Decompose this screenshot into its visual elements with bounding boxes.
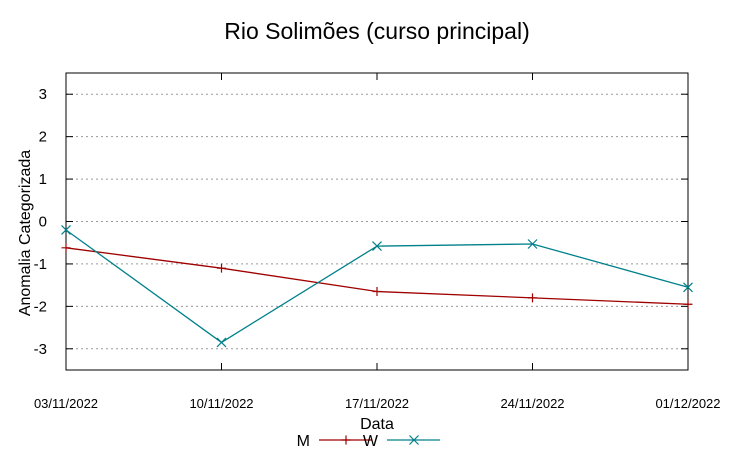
x-tick-label: 01/12/2022: [655, 396, 720, 411]
y-tick-label: 0: [39, 214, 47, 231]
x-axis: 03/11/2022 10/11/2022 17/11/2022 24/11/2022…: [34, 73, 721, 411]
y-tick-label: -1: [34, 256, 47, 273]
legend-item-W: W: [363, 433, 440, 450]
x-tick-label: 03/11/2022: [34, 396, 98, 411]
y-tick-label: 1: [39, 171, 47, 188]
data-point-W: [372, 241, 382, 252]
data-point-W: [527, 239, 538, 249]
data-point-M: [61, 243, 71, 253]
data-point-W: [216, 337, 227, 348]
y-axis-label: Anomalia Categorizada: [17, 150, 34, 316]
x-tick-label: 10/11/2022: [189, 396, 253, 411]
series-M: [61, 243, 693, 309]
x-tick-label: 24/11/2022: [500, 396, 564, 411]
legend-item-M: M: [297, 433, 372, 450]
y-tick-label: -2: [34, 298, 47, 315]
data-point-M: [528, 293, 537, 303]
data-point-M: [217, 263, 226, 273]
chart-title: Rio Solimões (curso principal): [224, 18, 530, 44]
y-tick-label: 2: [39, 129, 47, 146]
series-layer: [61, 225, 693, 348]
series-W: [61, 225, 693, 348]
data-point-M: [683, 299, 693, 309]
legend-label: M: [297, 433, 310, 450]
gridlines: [66, 93, 688, 350]
data-point-M: [372, 287, 382, 297]
x-tick-label: 17/11/2022: [345, 396, 409, 411]
legend-label: W: [363, 433, 379, 450]
legend-marker: [409, 435, 419, 445]
y-tick-label: 3: [39, 86, 47, 103]
y-axis: -3 -2 -1 0 1 2 3: [34, 86, 688, 358]
data-point-W: [61, 225, 71, 235]
legend-marker: [341, 435, 351, 445]
y-tick-label: -3: [34, 341, 47, 358]
x-axis-label: Data: [360, 416, 394, 433]
data-point-W: [683, 282, 693, 293]
